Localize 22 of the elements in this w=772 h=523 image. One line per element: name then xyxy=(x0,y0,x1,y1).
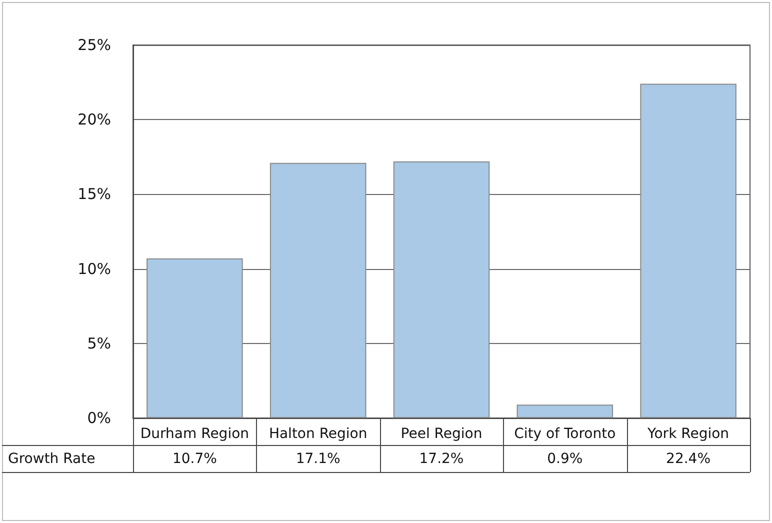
x-tick-label: Peel Region xyxy=(400,426,482,442)
data-label: 0.9% xyxy=(546,450,584,468)
data-label: 10.7% xyxy=(171,450,218,468)
data-label: 17.1% xyxy=(294,450,342,468)
bar xyxy=(393,161,490,418)
text: Growth Rate xyxy=(7,450,96,468)
x-tick-label: York Region xyxy=(646,426,730,442)
y-tick-label: 10% xyxy=(78,260,111,278)
y-tick-label: 0% xyxy=(87,409,111,427)
data-label: 17.2% xyxy=(418,450,465,468)
bar xyxy=(270,162,366,418)
bar xyxy=(640,84,736,418)
y-tick-label: 20% xyxy=(78,110,111,129)
bar xyxy=(146,258,243,418)
data-label: 22.4% xyxy=(665,450,712,468)
x-tick-label: City of Toronto xyxy=(514,426,616,442)
bar xyxy=(516,404,614,418)
x-tick-label: Halton Region xyxy=(268,426,368,442)
y-tick-label: 5% xyxy=(87,334,111,352)
y-tick-label: 15% xyxy=(78,185,111,204)
y-tick-label: 25% xyxy=(78,36,111,54)
x-tick-label: Durham Region xyxy=(140,426,250,442)
